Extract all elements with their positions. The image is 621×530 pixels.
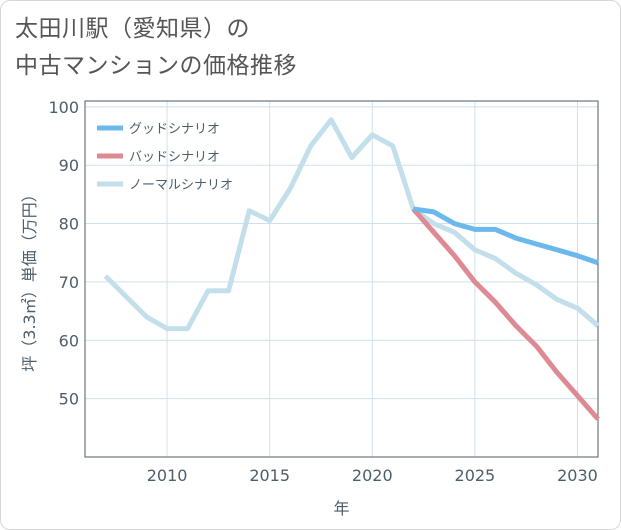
series-line-2 <box>103 117 600 332</box>
y-tick-label: 80 <box>59 215 79 234</box>
x-tick-label: 2010 <box>147 466 188 485</box>
x-tick-label: 2030 <box>557 466 598 485</box>
chart-title: 太田川駅（愛知県）の 中古マンションの価格推移 <box>15 11 297 85</box>
y-tick-label: 50 <box>59 390 79 409</box>
y-tick-label: 70 <box>59 273 79 292</box>
y-axis-label: 坪（3.3㎡）単価（万円） <box>20 186 39 371</box>
y-tick-label: 60 <box>59 331 79 350</box>
grid-lines <box>85 101 598 457</box>
series-lines <box>103 117 600 421</box>
plot-area-frame <box>84 100 599 458</box>
y-tick-label: 100 <box>48 98 79 117</box>
x-axis-ticks: 2010 2015 2020 2025 2030 <box>147 466 598 485</box>
x-tick-label: 2020 <box>352 466 393 485</box>
y-axis-ticks: 50 60 70 80 90 100 <box>48 98 79 409</box>
legend-label-2: ノーマルシナリオ <box>129 178 233 193</box>
chart-title-line-1: 太田川駅（愛知県）の <box>15 16 250 42</box>
y-tick-label: 90 <box>59 156 79 175</box>
series-line-1 <box>411 207 600 421</box>
x-tick-label: 2025 <box>455 466 496 485</box>
x-tick-label: 2015 <box>249 466 290 485</box>
series-line-0 <box>412 206 599 266</box>
chart-title-line-2: 中古マンションの価格推移 <box>15 53 297 79</box>
legend-label-0: グッドシナリオ <box>129 122 220 137</box>
legend-label-1: バッドシナリオ <box>129 150 220 165</box>
x-axis-label: 年 <box>333 499 349 518</box>
